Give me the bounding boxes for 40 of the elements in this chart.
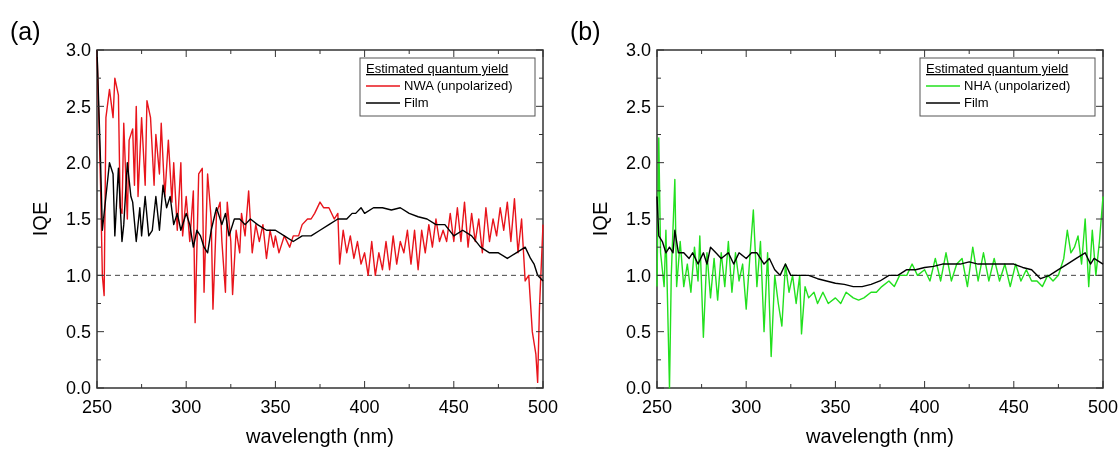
y-tick-label: 1.5 xyxy=(625,209,651,230)
y-tick-label: 2.0 xyxy=(65,152,91,173)
y-tick-label: 0.5 xyxy=(65,321,91,342)
x-tick-label: 300 xyxy=(731,397,762,417)
x-tick-label: 250 xyxy=(641,397,673,417)
y-tick-label: 2.0 xyxy=(625,152,651,173)
y-axis-title: IQE xyxy=(29,201,51,237)
y-tick-label: 1.0 xyxy=(65,265,91,286)
legend-label: Film xyxy=(964,95,989,110)
y-tick-label: 2.5 xyxy=(65,96,91,117)
x-tick-label: 450 xyxy=(998,397,1029,417)
y-tick-label: 1.0 xyxy=(625,265,651,286)
y-tick-label: 0.0 xyxy=(625,378,651,399)
legend-label: Film xyxy=(404,95,429,110)
x-tick-label: 500 xyxy=(1087,397,1119,417)
legend-title: Estimated quantum yield xyxy=(366,61,509,76)
y-tick-label: 2.5 xyxy=(625,96,651,117)
x-tick-label: 400 xyxy=(909,397,940,417)
line-series xyxy=(656,195,1104,288)
legend-title: Estimated quantum yield xyxy=(926,61,1069,76)
y-tick-label: 3.0 xyxy=(625,40,651,61)
x-tick-label: 300 xyxy=(171,397,202,417)
x-axis-title: wavelength (nm) xyxy=(245,425,394,447)
x-tick-label: 400 xyxy=(349,397,380,417)
text: (a) xyxy=(10,17,41,45)
legend-label: NWA (unpolarized) xyxy=(404,78,513,93)
x-tick-label: 350 xyxy=(820,397,851,417)
text: (b) xyxy=(570,17,601,45)
x-tick-label: 250 xyxy=(81,397,113,417)
x-tick-label: 350 xyxy=(260,397,291,417)
x-tick-label: 500 xyxy=(527,397,559,417)
y-tick-label: 3.0 xyxy=(65,40,91,61)
y-tick-label: 0.0 xyxy=(65,378,91,399)
x-axis-title: wavelength (nm) xyxy=(805,425,954,447)
legend-label: NHA (unpolarized) xyxy=(964,78,1071,93)
y-axis-title: IQE xyxy=(589,201,611,237)
line-series xyxy=(656,137,1104,389)
y-tick-label: 1.5 xyxy=(65,209,91,230)
y-tick-label: 0.5 xyxy=(625,321,651,342)
x-tick-label: 450 xyxy=(438,397,469,417)
